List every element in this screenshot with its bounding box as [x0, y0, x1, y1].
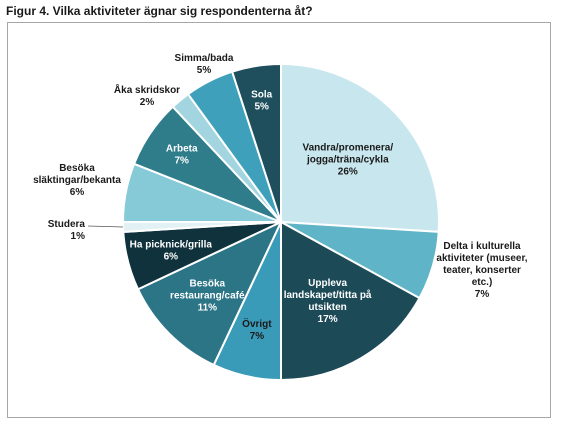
slice-label-line: teater, konserter: [443, 265, 521, 276]
slice-label-line: 17%: [318, 314, 338, 325]
slice-label-line: 5%: [254, 101, 269, 112]
slice-label: Åka skridskor 2%: [114, 83, 180, 108]
slice-label-line: Övrigt: [242, 317, 272, 330]
slice-label-line: 2%: [140, 97, 155, 108]
slice-label-line: landskapet/titta på: [284, 289, 372, 301]
slice-label-line: Åka skridskor: [114, 83, 180, 96]
slice-label-line: 5%: [197, 65, 212, 76]
slice-label-line: 11%: [198, 303, 218, 314]
pie-slices: [121, 62, 441, 382]
slice-label-line: Sola: [251, 89, 273, 100]
slice-label: Vandra/promenera/jogga/träna/cykla 26%: [303, 142, 394, 177]
leader-line: [87, 225, 124, 228]
chart-frame: [7, 22, 551, 418]
leader-lines: [87, 225, 124, 228]
slice-label-line: 1%: [71, 231, 86, 242]
slice-label-line: Besöka: [190, 279, 226, 290]
slice-label-line: 6%: [70, 187, 85, 198]
pie-slice: [136, 219, 284, 367]
slice-label-line: Delta i kulturella: [443, 241, 521, 252]
slice-label-line: 26%: [338, 166, 358, 177]
slice-label-line: släktingar/bekanta: [33, 175, 121, 186]
slice-label: Besöka släktingar/bekanta 6%: [33, 163, 121, 198]
slice-label-line: 7%: [174, 156, 189, 167]
slice-label-line: Besöka: [59, 163, 95, 174]
slice-label: Arbeta 7%: [166, 144, 198, 167]
slice-label: Sola 5%: [251, 89, 273, 112]
slice-label-line: Uppleva: [308, 278, 347, 289]
slice-labels: Vandra/promenera/jogga/träna/cykla 26% Del…: [33, 53, 528, 342]
figure-title: Figur 4. Vilka aktiviteter ägnar sig res…: [6, 4, 313, 18]
slice-label-line: Studera: [48, 219, 86, 230]
slice-label: Ha picknick/grilla 6%: [130, 239, 213, 262]
slice-label: Delta i kulturella aktiviteter (museer, te…: [436, 241, 527, 300]
slice-label-line: 7%: [250, 331, 265, 342]
slice-label-line: etc.): [472, 277, 493, 288]
pie-slice: [280, 220, 421, 382]
slice-label: Uppleva landskapet/titta på utsikten 17%: [284, 278, 372, 325]
slice-label-line: utsikten: [308, 302, 346, 313]
slice-label: Besöka restaurang/café 11%: [170, 279, 245, 314]
slice-label-line: 7%: [475, 289, 490, 300]
slice-label-line: 6%: [164, 251, 179, 262]
pie-slice: [280, 62, 441, 233]
slice-label-line: Vandra/promenera/: [303, 142, 394, 153]
pie-slice: [230, 62, 282, 223]
slice-label: Övrigt 7%: [242, 317, 272, 342]
slice-label-line: aktiviteter (museer,: [436, 253, 527, 264]
slice-label-line: Ha picknick/grilla: [130, 239, 213, 250]
slice-label-line: Simma/bada: [175, 53, 234, 64]
slice-label-line: restaurang/café: [170, 291, 245, 302]
slice-label: Simma/bada 5%: [175, 53, 234, 76]
slice-label: Studera 1%: [48, 219, 86, 242]
slice-label-line: jogga/träna/cykla: [306, 154, 389, 165]
slice-label-line: Arbeta: [166, 144, 198, 155]
